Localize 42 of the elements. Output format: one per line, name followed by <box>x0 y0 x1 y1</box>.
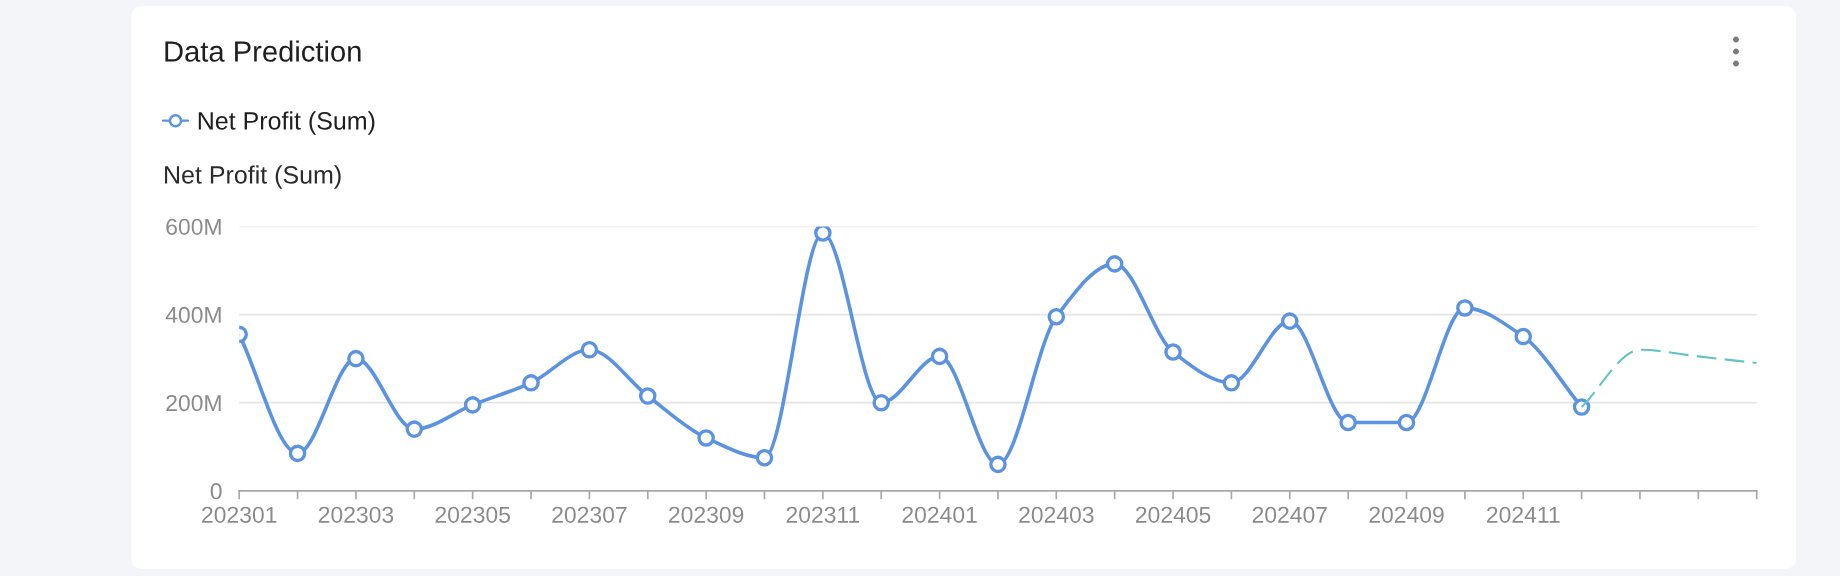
point <box>1222 374 1241 392</box>
point <box>405 420 424 438</box>
point <box>1280 312 1299 330</box>
x-tick-label: 202307 <box>552 506 627 523</box>
x-tick-label: 202305 <box>435 506 510 523</box>
point <box>1514 327 1533 346</box>
x-tick-label: 202403 <box>1019 506 1094 523</box>
y-tick-label: 600M <box>166 218 221 235</box>
x-tick-label: 202411 <box>1487 506 1560 523</box>
point <box>580 341 599 359</box>
x-tick-label: 202301 <box>202 506 277 523</box>
point <box>930 347 949 366</box>
y-tick-label: 400M <box>165 306 221 324</box>
x-tick-label: 202405 <box>1135 506 1211 523</box>
point <box>522 374 540 392</box>
y-tick-label: 200M <box>166 394 221 412</box>
point <box>989 455 1007 474</box>
point <box>1047 307 1066 326</box>
x-tick-label: 202409 <box>1369 506 1444 523</box>
point <box>872 393 891 412</box>
x-tick-label: 202303 <box>318 506 394 523</box>
point <box>288 444 307 463</box>
point <box>697 429 715 447</box>
y-tick-label: 0 <box>210 483 222 500</box>
point <box>1572 398 1591 416</box>
x-tick-label: 202311 <box>786 506 860 523</box>
chart-title: Data Prediction <box>165 40 361 62</box>
point <box>1397 413 1416 432</box>
point <box>1339 413 1357 432</box>
point <box>755 448 774 467</box>
point <box>463 396 482 414</box>
point <box>347 349 365 368</box>
legend-label: Net Profit (Sum) <box>198 111 375 135</box>
point <box>814 226 832 242</box>
x-tick-label: 202407 <box>1252 506 1327 523</box>
y-axis-title: Net Profit (Sum) <box>165 165 341 189</box>
point <box>1456 299 1474 317</box>
point <box>638 387 657 405</box>
x-tick-label: 202401 <box>902 506 977 523</box>
point <box>1164 343 1182 361</box>
point <box>1105 255 1124 273</box>
x-tick-label: 202309 <box>669 506 744 523</box>
